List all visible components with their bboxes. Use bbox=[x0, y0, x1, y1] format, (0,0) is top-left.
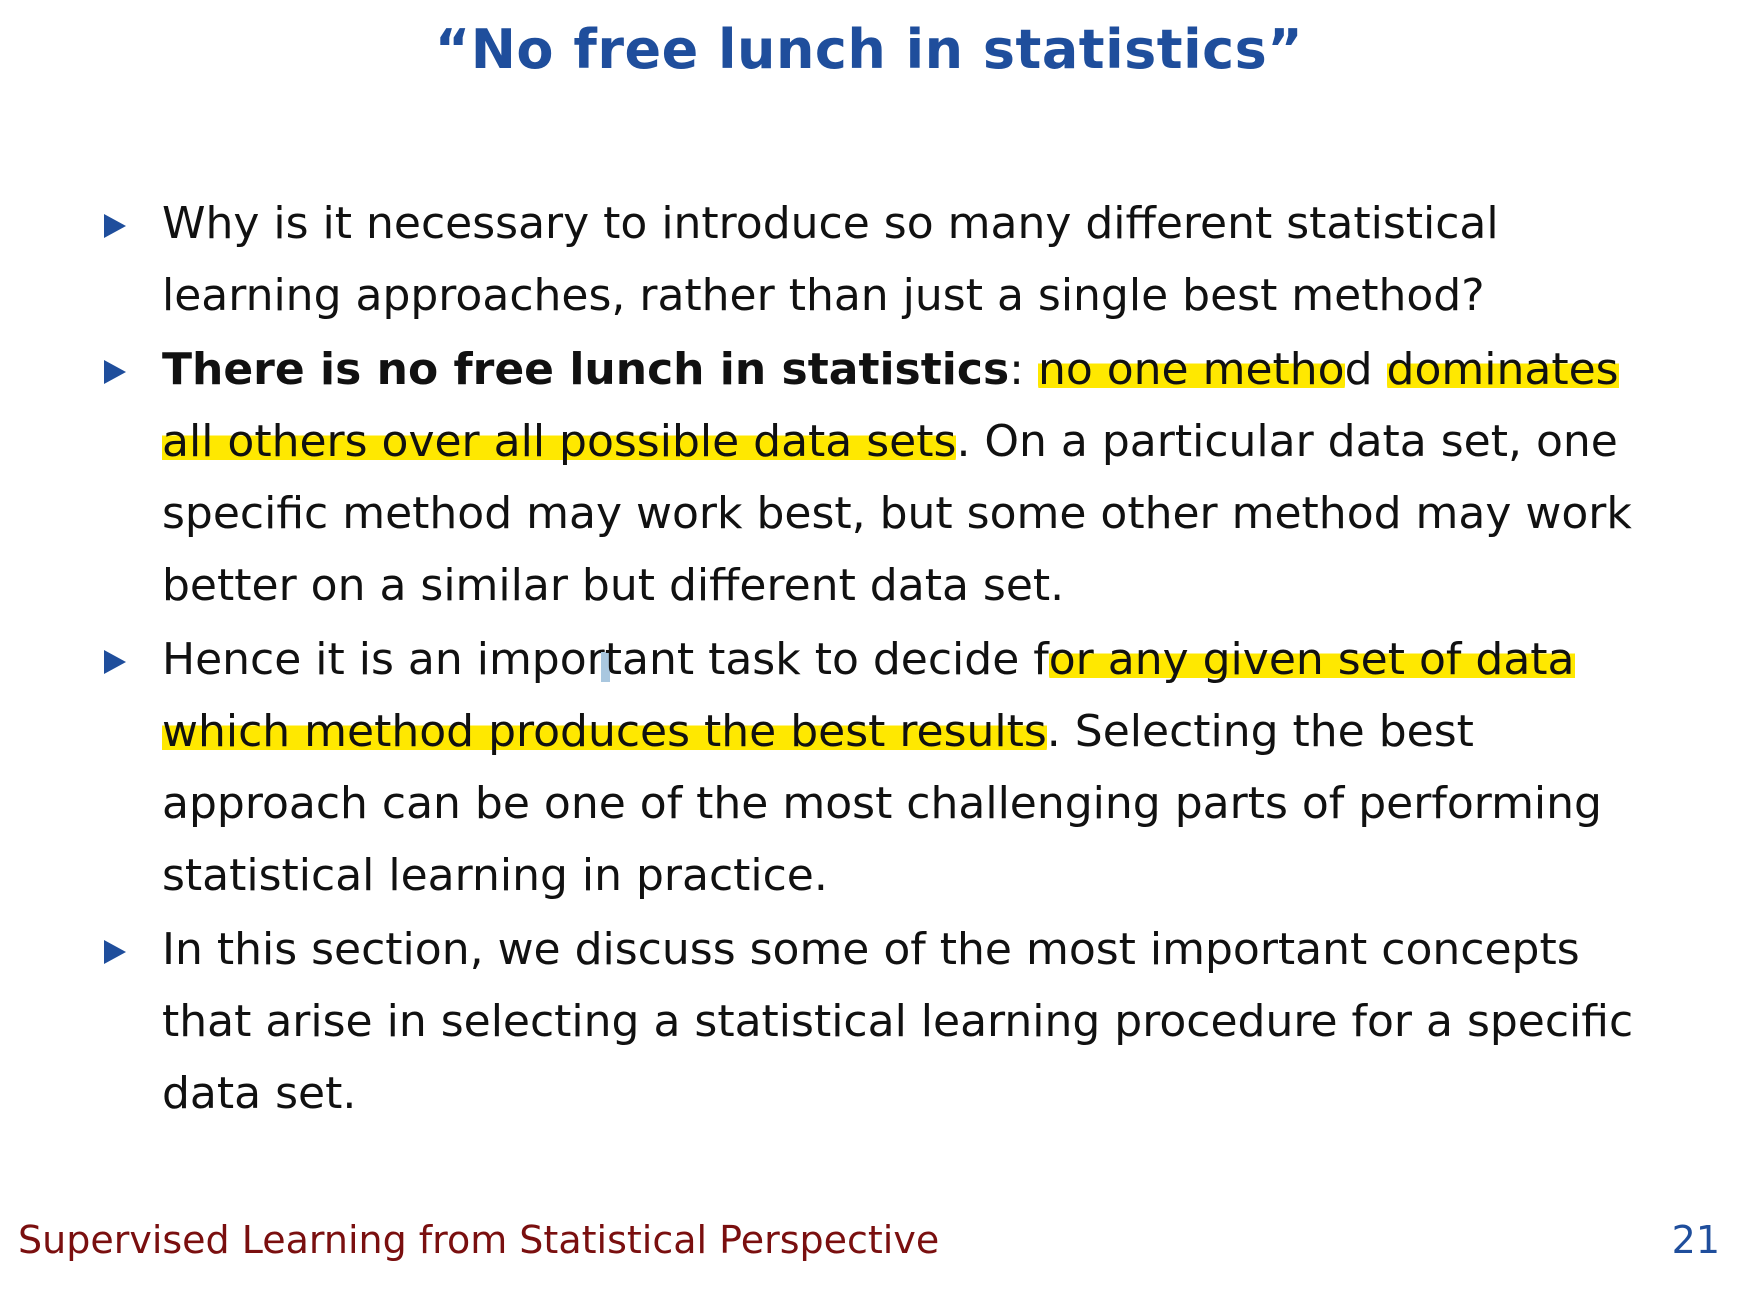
bullet-item-1: Why is it necessary to introduce so many… bbox=[98, 188, 1658, 332]
text-cursor-icon bbox=[600, 652, 610, 682]
triangle-bullet-icon bbox=[104, 940, 126, 964]
bullet-text: Hence it is an impor bbox=[162, 634, 605, 685]
bullet-item-4: In this section, we discuss some of the … bbox=[98, 914, 1658, 1130]
bullet-text: In this section, we discuss some of the … bbox=[162, 924, 1634, 1119]
bullet-item-3: Hence it is an important task to decide … bbox=[98, 624, 1658, 912]
bold-phrase: There is no free lunch in statistics bbox=[162, 344, 1010, 395]
bullet-text: . On a particular data set, one specific… bbox=[162, 416, 1632, 611]
bullet-text: Why is it necessary to introduce so many… bbox=[162, 198, 1499, 321]
triangle-bullet-icon bbox=[104, 214, 126, 238]
bullet-text: . Selecting the best approach can be one… bbox=[162, 706, 1602, 901]
bullet-text: tant task to decide f bbox=[604, 634, 1049, 685]
highlighted-text: no one metho bbox=[1037, 344, 1345, 395]
slide-title: “No free lunch in statistics” bbox=[434, 18, 1304, 81]
bullet-item-2: There is no free lunch in statistics: no… bbox=[98, 334, 1658, 622]
triangle-bullet-icon bbox=[104, 360, 126, 384]
triangle-bullet-icon bbox=[104, 650, 126, 674]
bullet-text: d bbox=[1344, 344, 1387, 395]
bullet-list: Why is it necessary to introduce so many… bbox=[98, 188, 1658, 1132]
page-number: 21 bbox=[1671, 1218, 1720, 1262]
colon-text: : bbox=[1009, 344, 1038, 395]
footer-title: Supervised Learning from Statistical Per… bbox=[18, 1218, 940, 1262]
